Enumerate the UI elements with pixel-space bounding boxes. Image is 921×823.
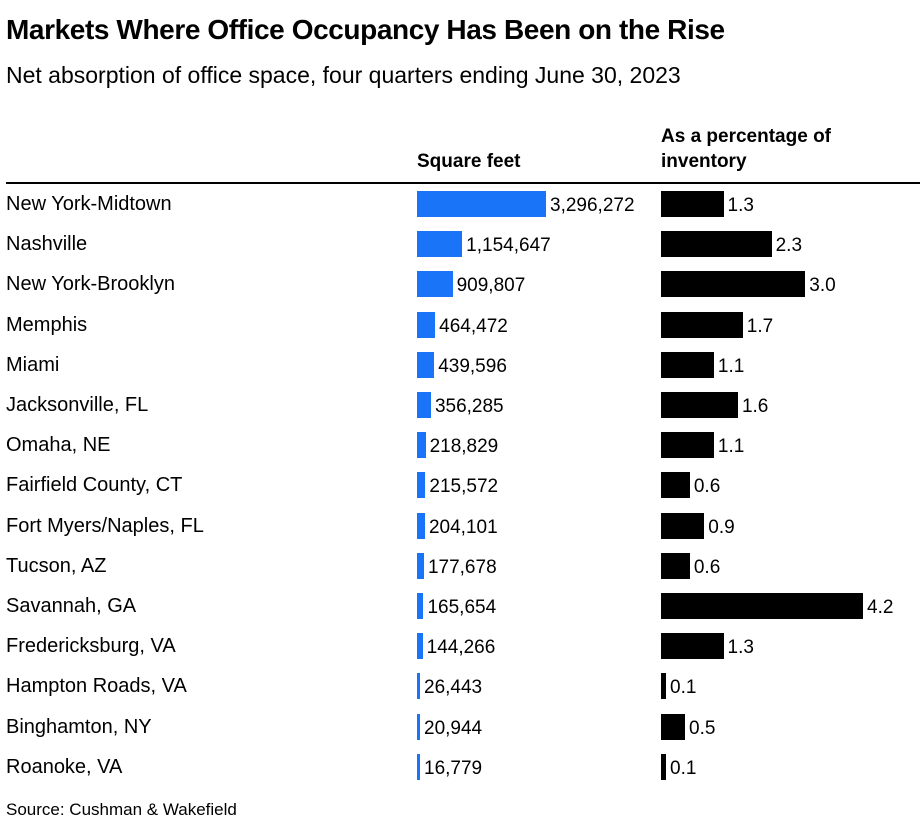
square-feet-bar [417, 351, 435, 378]
percentage-bar [661, 191, 724, 217]
square-feet-bar [417, 432, 426, 459]
percentage-bar [661, 552, 690, 579]
market-label: Roanoke, VA [6, 755, 123, 778]
square-feet-value: 215,572 [429, 476, 499, 498]
square-feet-bar [417, 472, 426, 499]
percentage-value: 1.7 [746, 315, 774, 337]
square-feet-bar [417, 512, 425, 539]
square-feet-value: 177,678 [427, 556, 497, 578]
percentage-bar [661, 633, 724, 660]
percentage-bar [661, 351, 714, 378]
square-feet-bar [417, 271, 453, 298]
square-feet-bar [417, 753, 420, 780]
percentage-value: 0.1 [670, 757, 697, 779]
market-label: Fairfield County, CT [6, 474, 183, 497]
square-feet-bar [417, 191, 546, 217]
market-label: Jacksonville, FL [6, 394, 149, 416]
percentage-bar [661, 271, 806, 298]
column-header-percentage-line2: inventory [661, 151, 747, 172]
square-feet-value: 439,596 [438, 355, 507, 377]
source-note: Source: Cushman & Wakefield [6, 800, 237, 819]
square-feet-value: 218,829 [429, 436, 499, 458]
percentage-value: 1.6 [741, 396, 769, 417]
percentage-value: 0.6 [693, 476, 721, 498]
square-feet-bar [417, 392, 431, 418]
percentage-bar [661, 753, 666, 780]
percentage-bar [661, 392, 738, 418]
percentage-bar [661, 713, 686, 740]
percentage-bar [661, 673, 666, 700]
square-feet-bar [417, 552, 424, 579]
percentage-bar [661, 432, 714, 459]
square-feet-bar [417, 633, 423, 660]
square-feet-bar [417, 231, 463, 258]
percentage-bar [661, 311, 743, 338]
percentage-value: 1.3 [727, 637, 754, 659]
square-feet-bar [417, 311, 436, 338]
percentage-value: 2.3 [775, 235, 803, 257]
square-feet-value: 144,266 [426, 637, 496, 659]
market-label: Hampton Roads, VA [6, 675, 187, 698]
percentage-value: 3.0 [809, 275, 836, 297]
column-header-square-feet: Square feet [417, 151, 521, 172]
square-feet-value: 16,779 [424, 757, 483, 779]
percentage-value: 4.2 [867, 597, 894, 618]
square-feet-value: 165,654 [427, 597, 497, 618]
percentage-value: 0.1 [670, 677, 697, 699]
percentage-bar [661, 231, 772, 258]
market-label: New York-Midtown [6, 193, 172, 215]
square-feet-value: 909,807 [456, 275, 526, 297]
percentage-value: 1.1 [717, 436, 745, 458]
market-label: Tucson, AZ [6, 554, 107, 577]
market-label: Savannah, GA [6, 595, 137, 617]
square-feet-value: 356,285 [434, 396, 504, 417]
chart-title: Markets Where Office Occupancy Has Been … [6, 14, 725, 45]
percentage-bar [661, 472, 690, 499]
market-label: Nashville [6, 233, 88, 256]
market-label: Miami [6, 353, 60, 376]
square-feet-value: 1,154,647 [466, 235, 551, 257]
header-rule [6, 182, 920, 184]
market-label: Omaha, NE [6, 434, 111, 457]
percentage-value: 0.9 [708, 516, 735, 538]
square-feet-value: 26,443 [424, 677, 483, 699]
market-label: Binghamton, NY [6, 715, 152, 738]
square-feet-bar [417, 593, 424, 619]
square-feet-value: 464,472 [439, 315, 508, 337]
percentage-value: 0.6 [693, 556, 721, 578]
chart-subtitle: Net absorption of office space, four qua… [6, 62, 681, 88]
square-feet-value: 3,296,272 [550, 195, 635, 216]
market-label: New York-Brooklyn [6, 273, 175, 296]
market-label: Memphis [6, 313, 88, 336]
column-header-percentage: As a percentage of inventory [661, 124, 831, 174]
column-header-percentage-line1: As a percentage of [661, 126, 831, 147]
market-label: Fort Myers/Naples, FL [6, 514, 204, 537]
percentage-bar [661, 512, 705, 539]
square-feet-value: 204,101 [428, 516, 498, 538]
square-feet-bar [417, 713, 420, 740]
percentage-bar [661, 593, 863, 619]
percentage-value: 1.3 [727, 195, 754, 216]
square-feet-bar [417, 673, 420, 700]
market-label: Fredericksburg, VA [6, 635, 176, 658]
percentage-value: 1.1 [717, 355, 745, 377]
percentage-value: 0.5 [689, 717, 716, 739]
square-feet-value: 20,944 [424, 717, 483, 739]
